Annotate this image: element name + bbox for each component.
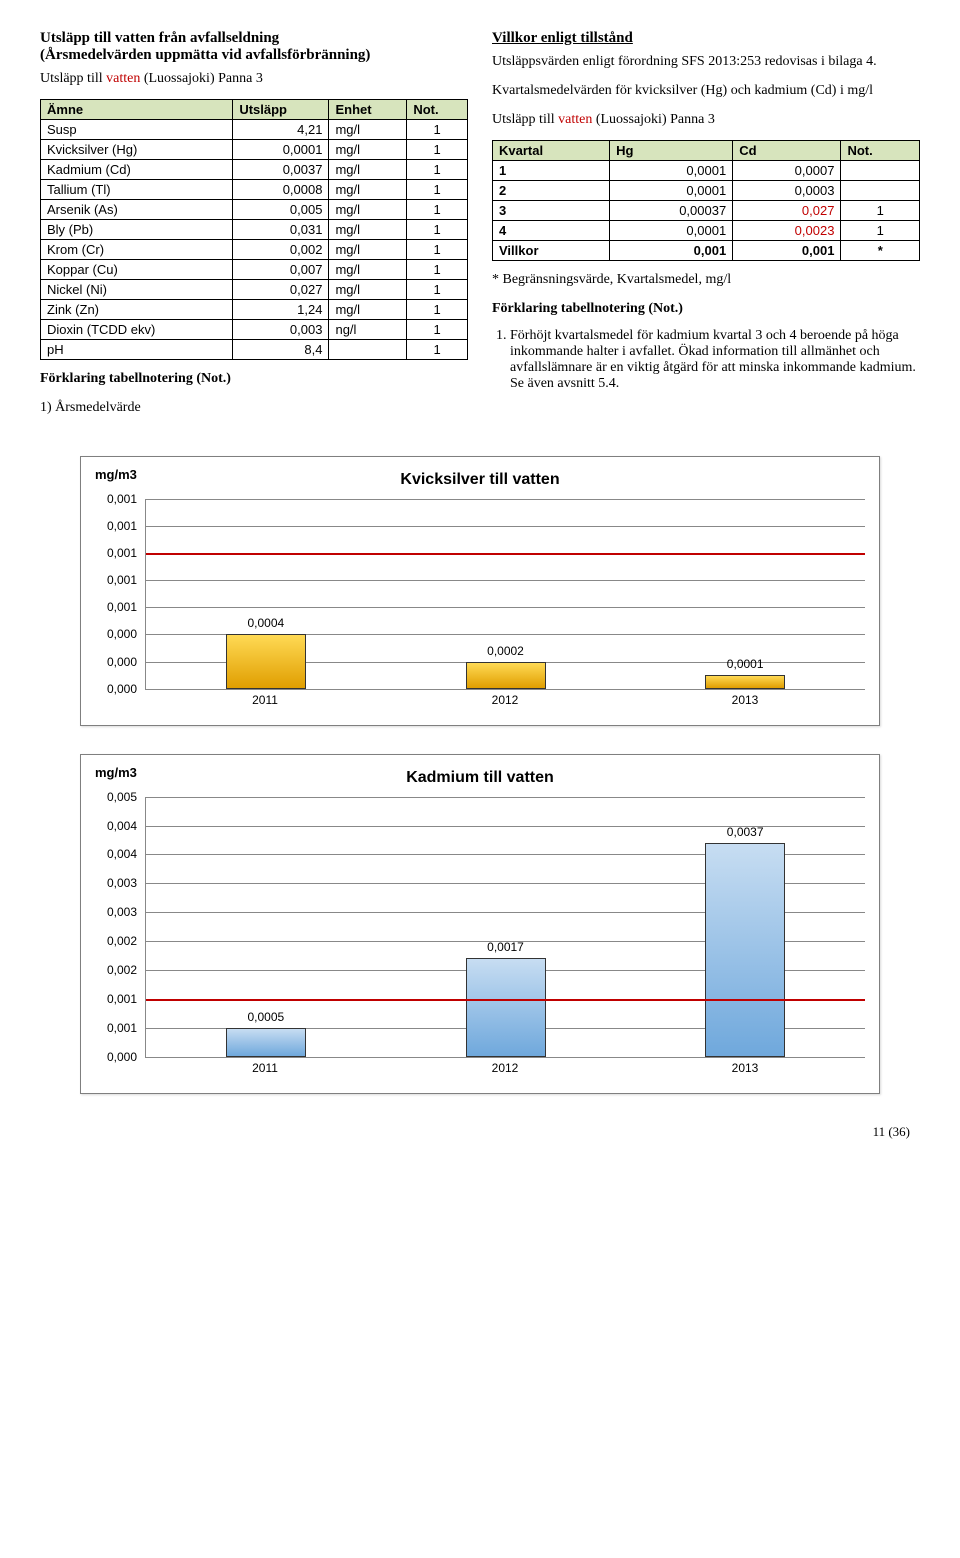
chart1-plot-area: 0,0010,0010,0010,0010,0010,0000,0000,000… [95,499,865,689]
right-heading: Villkor enligt tillstånd [492,30,920,47]
chart2-plot-area: 0,0050,0040,0040,0030,0030,0020,0020,001… [95,797,865,1057]
y-tick-label: 0,001 [107,600,137,614]
chart1-unit: mg/m3 [95,467,175,482]
table-row: Bly (Pb)0,031mg/l1 [41,219,468,239]
chart2-unit: mg/m3 [95,765,175,780]
chart2-xaxis: 201120122013 [145,1061,865,1075]
two-column-layout: Utsläpp till vatten från avfallseldning … [40,30,920,428]
chart1-title: Kvicksilver till vatten [175,471,785,489]
y-tick-label: 0,000 [107,1050,137,1064]
table-header: Ämne [41,99,233,119]
right-noteheading: Förklaring tabellnotering (Not.) [492,300,920,319]
table-header: Enhet [329,99,407,119]
y-tick-label: 0,001 [107,546,137,560]
right-kvartal-text: Kvartalsmedelvärden för kvicksilver (Hg)… [492,82,920,101]
x-tick-label: 2011 [145,1061,385,1075]
limit-line [146,999,865,1001]
left-subtitle: Utsläpp till vatten (Luossajoki) Panna 3 [40,70,468,89]
x-tick-label: 2012 [385,693,625,707]
chart-kvicksilver: mg/m3 Kvicksilver till vatten 0,001 0,001… [80,456,880,726]
right-column: Villkor enligt tillstånd Utsläppsvärden … [492,30,920,428]
right-intro: Utsläppsvärden enligt förordning SFS 201… [492,53,920,72]
y-tick-label: 0,000 [107,627,137,641]
chart-bar [466,958,546,1056]
limit-line [146,553,865,555]
y-tick-label: 0,001 [107,519,137,533]
table-row: 20,00010,0003 [493,180,920,200]
table-header: Kvartal [493,140,610,160]
x-tick-label: 2013 [625,693,865,707]
chart-bar [705,675,785,689]
left-noteheading: Förklaring tabellnotering (Not.) [40,370,468,389]
bar-value-label: 0,0037 [727,825,764,839]
y-tick-label: 0,001 [107,1021,137,1035]
y-tick-label: 0,003 [107,876,137,890]
y-tick-label: 0,001 [107,573,137,587]
table-header: Not. [407,99,468,119]
chart-kadmium: mg/m3 Kadmium till vatten 0,005 0,004 0,00… [80,754,880,1094]
chart-bar [226,634,306,688]
y-tick-label: 0,004 [107,847,137,861]
chart-bar [705,843,785,1057]
chart-bar [226,1028,306,1057]
table-row: Tallium (Tl)0,0008mg/l1 [41,179,468,199]
footnote-star: * Begränsningsvärde, Kvartalsmedel, mg/l [492,271,920,290]
chart-bar [466,662,546,689]
bar-value-label: 0,0017 [487,940,524,954]
x-tick-label: 2013 [625,1061,865,1075]
page-number: 11 (36) [40,1124,920,1140]
right-note-item: Förhöjt kvartalsmedel för kadmium kvarta… [510,328,920,392]
table-header: Not. [841,140,920,160]
table-header: Hg [610,140,733,160]
left-note1: 1) Årsmedelvärde [40,399,468,418]
table-row: Koppar (Cu)0,007mg/l1 [41,259,468,279]
left-title: Utsläpp till vatten från avfallseldning … [40,30,468,64]
bar-value-label: 0,0002 [487,644,524,658]
y-tick-label: 0,001 [107,992,137,1006]
table-row: Kvicksilver (Hg)0,0001mg/l1 [41,139,468,159]
table-row: 10,00010,0007 [493,160,920,180]
y-tick-label: 0,001 [107,492,137,506]
table-header: Utsläpp [233,99,329,119]
x-tick-label: 2011 [145,693,385,707]
table-row: pH8,41 [41,339,468,359]
y-tick-label: 0,000 [107,655,137,669]
quarterly-table: KvartalHgCdNot. 10,00010,000720,00010,00… [492,140,920,261]
table-row: 30,000370,0271 [493,200,920,220]
bar-value-label: 0,0005 [247,1010,284,1024]
table-row: Dioxin (TCDD ekv)0,003ng/l1 [41,319,468,339]
table-row: Nickel (Ni)0,027mg/l1 [41,279,468,299]
right-subtitle: Utsläpp till vatten (Luossajoki) Panna 3 [492,111,920,130]
y-tick-label: 0,000 [107,682,137,696]
left-column: Utsläpp till vatten från avfallseldning … [40,30,468,428]
table-row-villkor: Villkor0,0010,001* [493,240,920,260]
table-row: Arsenik (As)0,005mg/l1 [41,199,468,219]
chart1-xaxis: 201120122013 [145,693,865,707]
y-tick-label: 0,003 [107,905,137,919]
table-row: Susp4,21mg/l1 [41,119,468,139]
y-tick-label: 0,004 [107,819,137,833]
chart2-title: Kadmium till vatten [175,769,785,787]
table-row: Zink (Zn)1,24mg/l1 [41,299,468,319]
table-row: Kadmium (Cd)0,0037mg/l1 [41,159,468,179]
emissions-table: ÄmneUtsläppEnhetNot. Susp4,21mg/l1Kvicks… [40,99,468,360]
table-header: Cd [733,140,841,160]
right-notes: Förhöjt kvartalsmedel för kadmium kvarta… [510,328,920,392]
y-tick-label: 0,002 [107,934,137,948]
table-row: 40,00010,00231 [493,220,920,240]
y-tick-label: 0,005 [107,790,137,804]
x-tick-label: 2012 [385,1061,625,1075]
table-row: Krom (Cr)0,002mg/l1 [41,239,468,259]
bar-value-label: 0,0004 [247,616,284,630]
y-tick-label: 0,002 [107,963,137,977]
bar-value-label: 0,0001 [727,657,764,671]
